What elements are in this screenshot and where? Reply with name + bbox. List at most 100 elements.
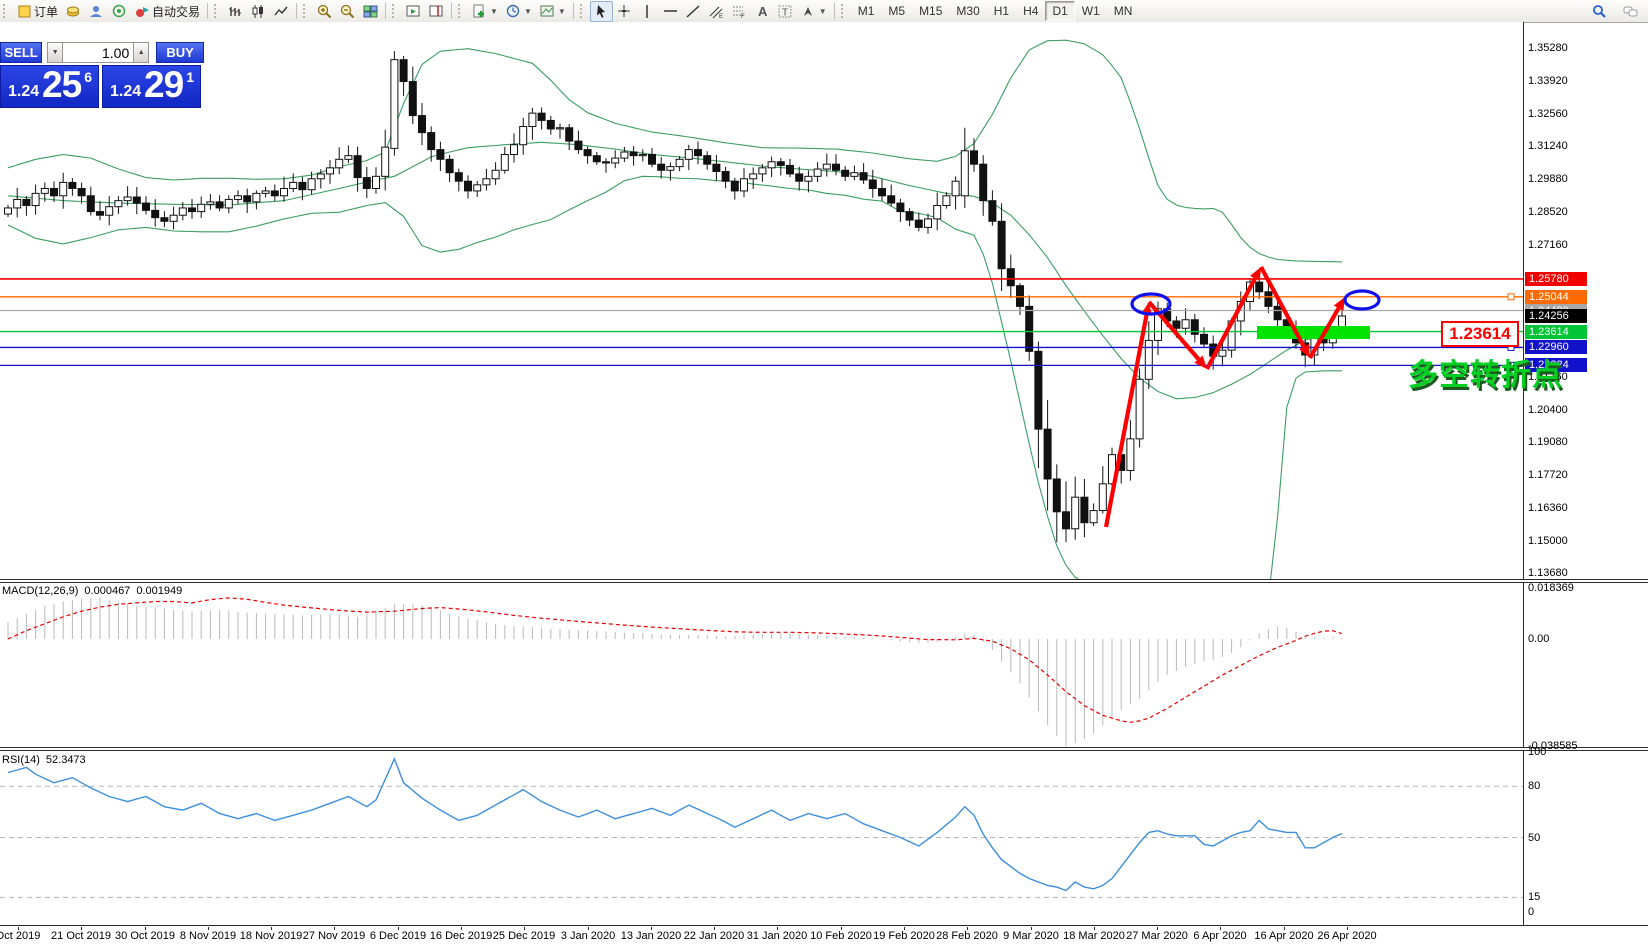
- timeframe-button-h4[interactable]: H4: [1023, 4, 1039, 18]
- period-clock-button[interactable]: ▼: [502, 1, 536, 22]
- doc-plus-icon: [473, 4, 485, 17]
- timeframe-button-m1[interactable]: M1: [857, 4, 875, 18]
- arrows-button[interactable]: ▼: [797, 1, 831, 22]
- bollinger-middle-band: [7, 141, 1343, 400]
- date-label: 16 Dec 2019: [429, 930, 493, 942]
- candle: [68, 178, 77, 196]
- text-a-button[interactable]: A: [751, 1, 774, 22]
- line-endpoint-marker[interactable]: [1507, 293, 1515, 301]
- toolbar-grip[interactable]: [3, 4, 10, 18]
- highlight-ellipse[interactable]: [1343, 289, 1381, 311]
- timeframe-button-w1[interactable]: W1: [1081, 4, 1100, 18]
- timeframe-button-d1[interactable]: D1: [1045, 1, 1075, 21]
- buy-button[interactable]: BUY: [156, 42, 204, 63]
- candle: [418, 103, 426, 146]
- auto-scroll-button[interactable]: [402, 1, 425, 22]
- autotrade-button[interactable]: 自动交易: [131, 0, 204, 23]
- timeframe-button-h1[interactable]: H1: [993, 4, 1010, 18]
- candle: [730, 177, 739, 200]
- bid-price-big: 25: [42, 64, 82, 105]
- line-endpoint-marker[interactable]: [1507, 361, 1515, 369]
- dropdown-caret-icon[interactable]: ▼: [523, 6, 532, 16]
- candle: [436, 141, 445, 171]
- date-label: 31 Jan 2020: [746, 930, 808, 942]
- date-axis[interactable]: Oct 2019 21 Oct 2019 30 Oct 2019 8 Nov 2019…: [0, 927, 1648, 946]
- candle: [445, 154, 454, 183]
- candle: [427, 126, 436, 162]
- candle: [832, 154, 840, 176]
- template-chart-button[interactable]: ▼: [536, 1, 570, 22]
- crosshair-button[interactable]: [613, 1, 636, 22]
- rsi-name: RSI(14): [2, 754, 40, 766]
- candle: [169, 206, 178, 230]
- bid-price-box[interactable]: 1.24 25 6: [0, 64, 99, 108]
- pane-separator[interactable]: [0, 579, 1648, 583]
- candle: [390, 51, 399, 156]
- date-tick: [651, 927, 652, 930]
- timeframe-button-mn[interactable]: MN: [1113, 4, 1133, 18]
- candle: [537, 107, 546, 130]
- label-t-button[interactable]: T: [774, 1, 797, 22]
- toolbar-grip[interactable]: [458, 4, 465, 18]
- gold-coins-button[interactable]: [62, 1, 85, 22]
- price-callout-label: 1.23614: [1441, 321, 1519, 347]
- turning-point-note: 多空转折点: [1408, 359, 1563, 392]
- ask-price-box[interactable]: 1.24 29 1: [102, 64, 201, 108]
- macd-pane[interactable]: [0, 583, 1523, 747]
- trend-zigzag-arrows[interactable]: [1103, 266, 1345, 528]
- candle: [178, 202, 187, 221]
- candle: [482, 168, 491, 191]
- candle: [997, 203, 1006, 292]
- radar-button[interactable]: [108, 1, 131, 22]
- zoom-in-button[interactable]: [313, 1, 336, 22]
- sell-button[interactable]: SELL: [0, 42, 43, 63]
- zoom-out-button[interactable]: [336, 1, 359, 22]
- toolbar-grip[interactable]: [392, 4, 399, 18]
- date-tick: [145, 927, 146, 930]
- rsi-pane[interactable]: [0, 751, 1523, 925]
- candles-chart-button[interactable]: [247, 1, 270, 22]
- rsi-svg: [0, 756, 1523, 898]
- highlight-ellipse[interactable]: [1130, 292, 1172, 316]
- macd-tick-label: 0.018369: [1528, 582, 1574, 594]
- main-chart-pane[interactable]: [0, 22, 1523, 623]
- gold-coins-icon: [67, 6, 80, 16]
- volume-down-button[interactable]: ▼: [47, 42, 64, 63]
- chat-button[interactable]: [1619, 1, 1642, 22]
- hline-button[interactable]: [659, 1, 682, 22]
- trendline-button[interactable]: [682, 1, 705, 22]
- cursor-button[interactable]: [589, 0, 613, 22]
- line-chart-button[interactable]: [270, 1, 293, 22]
- channel-button[interactable]: E: [705, 1, 728, 22]
- date-label: 27 Nov 2019: [302, 930, 366, 942]
- timeframe-button-m5[interactable]: M5: [888, 4, 906, 18]
- volume-up-button[interactable]: ▲: [133, 42, 150, 63]
- timeframe-button-m30[interactable]: M30: [956, 4, 980, 18]
- volume-input[interactable]: 1.00: [63, 42, 134, 63]
- toolbar-grip[interactable]: [840, 4, 848, 18]
- pane-separator[interactable]: [0, 747, 1648, 751]
- vline-icon: [646, 4, 648, 18]
- toolbar-grip[interactable]: [303, 4, 310, 18]
- fibonacci-button[interactable]: F: [728, 1, 751, 22]
- price-badge-1.24256: 1.24256: [1525, 309, 1587, 323]
- dropdown-caret-icon[interactable]: ▼: [818, 6, 827, 16]
- vline-button[interactable]: [636, 1, 659, 22]
- chart-shift-button[interactable]: [425, 1, 448, 22]
- dropdown-caret-icon[interactable]: ▼: [490, 6, 498, 16]
- bars-chart-button[interactable]: [224, 1, 247, 22]
- candle: [933, 192, 942, 231]
- tile-windows-button[interactable]: [359, 1, 382, 22]
- new-order-button[interactable]: 订单: [13, 0, 62, 23]
- search-button[interactable]: [1588, 1, 1611, 22]
- macd-histogram: [7, 597, 1343, 747]
- dropdown-caret-icon[interactable]: ▼: [557, 6, 566, 16]
- candle: [1006, 254, 1015, 299]
- profile-button[interactable]: [85, 1, 108, 22]
- timeframe-button-m15[interactable]: M15: [919, 4, 943, 18]
- toolbar-grip[interactable]: [214, 4, 221, 18]
- date-tick: [967, 927, 968, 930]
- support-zone-bar[interactable]: [1257, 326, 1370, 339]
- doc-plus-button[interactable]: ▼: [468, 1, 502, 22]
- toolbar-grip[interactable]: [579, 4, 587, 18]
